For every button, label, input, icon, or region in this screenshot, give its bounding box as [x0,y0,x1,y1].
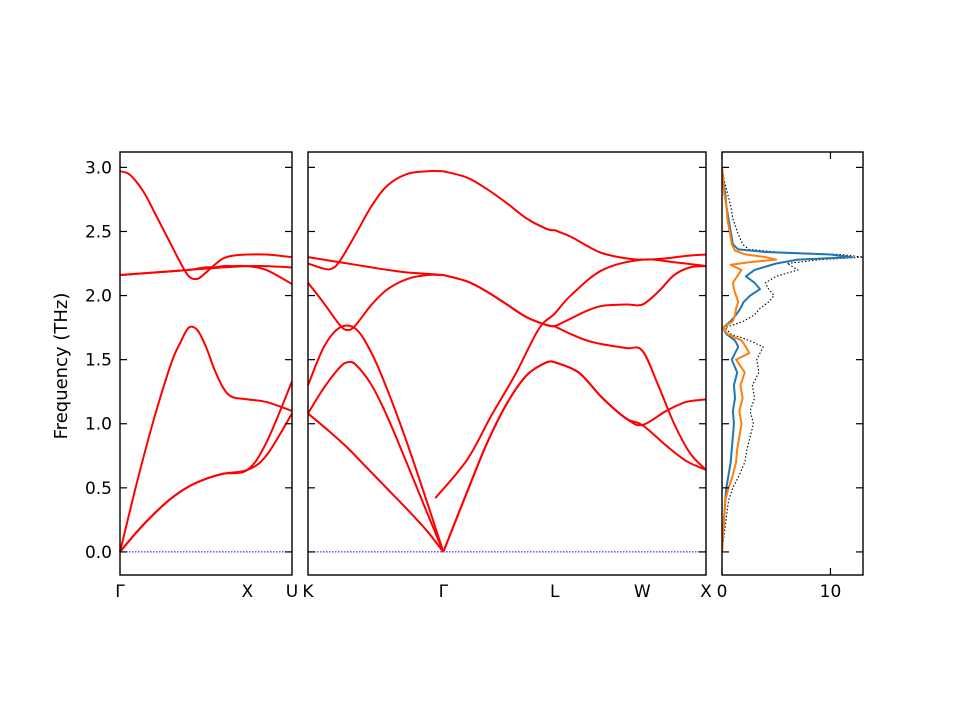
high-symmetry-label: X [700,582,712,602]
high-symmetry-label: W [634,582,651,602]
y-axis-label: Frequency (THz) [51,293,72,440]
phonon-band [442,360,555,553]
phonon-band [119,264,293,285]
y-tick-label: 2.0 [85,287,112,307]
dos-curve [722,167,863,552]
phonon-band [443,274,555,328]
phonon-band [307,273,444,332]
dos-x-tick-label: 10 [820,582,842,602]
phonon-band [443,170,555,232]
dos-panel: 0 10 [717,151,864,602]
phonon-band [554,325,707,471]
phonon-band [307,324,445,553]
high-symmetry-label: X [241,582,253,602]
y-tick-label: 1.0 [85,415,112,435]
axes-frame [307,151,707,576]
y-tick-label: 2.5 [85,222,112,242]
dos-curve [722,167,854,552]
phonon-band [307,170,444,271]
axes-frame [119,151,293,576]
dos-x-tick-label: 0 [717,582,728,602]
phonon-band [554,265,707,328]
phonon-band [307,360,445,553]
y-tick-label: 3.0 [85,158,112,178]
phonon-band [119,325,293,553]
high-symmetry-label: Γ [439,582,449,602]
phonon-band [307,412,445,553]
phonon-band [554,361,707,427]
high-symmetry-label: U [286,582,298,602]
high-symmetry-label: L [550,582,560,602]
high-symmetry-label: K [302,582,314,602]
phonon-band [554,229,707,261]
band-panel-gamma-x-u: 0.0 0.5 1.0 1.5 2.0 2.5 3.0 Γ X U [85,151,298,602]
high-symmetry-label: Γ [115,582,125,602]
dos-curve [722,167,778,552]
y-tick-label: 0.0 [85,543,112,563]
axes-frame [721,151,864,576]
phonon-band [119,412,293,553]
phonon-band [307,256,444,277]
y-tick-label: 1.5 [85,351,112,371]
y-tick-label: 0.5 [85,479,112,499]
phonon-band [119,170,293,281]
